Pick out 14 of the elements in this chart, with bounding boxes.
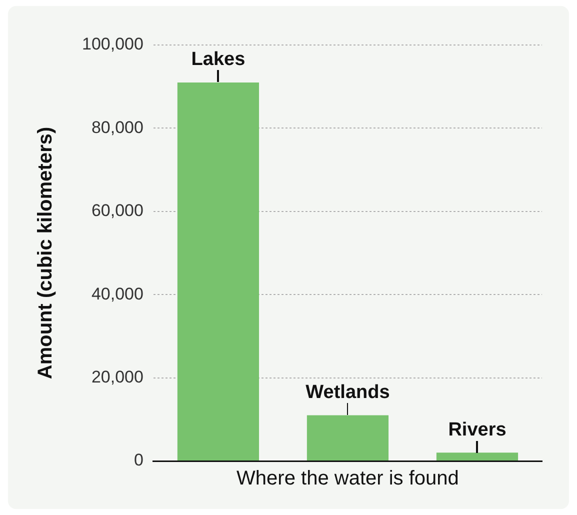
bar <box>177 82 260 460</box>
y-tick-label: 40,000 <box>91 284 144 304</box>
y-tick-label: 0 <box>134 450 144 470</box>
x-tick-label: Wetlands <box>306 382 390 403</box>
y-tick-label: 20,000 <box>91 367 144 386</box>
y-tick-label: 100,000 <box>82 34 144 54</box>
x-tick-label: Lakes <box>191 49 246 70</box>
y-tick-label: 80,000 <box>91 118 144 137</box>
bar <box>436 452 518 460</box>
y-axis-title: Amount (cubic kilometers) <box>34 126 57 380</box>
x-tick-label: Rivers <box>448 419 506 440</box>
x-axis-title: Where the water is found <box>236 468 459 490</box>
y-tick-label: 60,000 <box>91 201 144 220</box>
bar <box>306 415 389 460</box>
